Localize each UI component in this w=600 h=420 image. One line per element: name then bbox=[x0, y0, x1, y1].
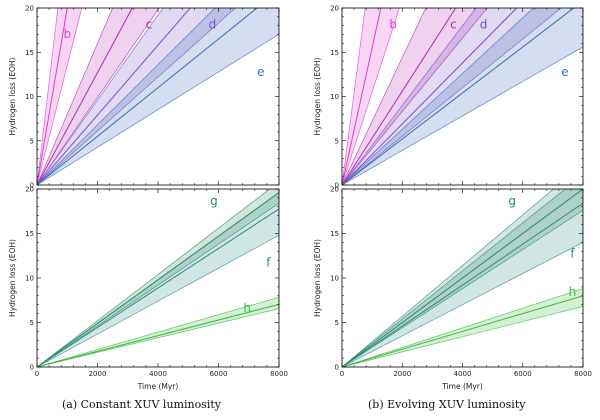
line-d bbox=[37, 8, 191, 185]
planet-label-e: e bbox=[257, 65, 264, 79]
y-axis-label: Hydrogen loss (EOH) bbox=[8, 239, 17, 317]
ytick-label: 15 bbox=[25, 230, 34, 238]
xtick-label: 6000 bbox=[210, 370, 228, 378]
planet-label-h: h bbox=[243, 301, 251, 315]
panel-constant-bottom: 0 5 10 15 20 0 2000 4000 6000 8000 Hydrogen loss (… bbox=[8, 186, 288, 392]
xtick-label: 8000 bbox=[574, 370, 592, 378]
planet-label-f: f bbox=[266, 255, 271, 269]
y-axis-label: Hydrogen loss (EOH) bbox=[313, 239, 322, 317]
planet-label-e: e bbox=[561, 65, 568, 79]
band-b bbox=[37, 8, 83, 185]
ytick-label: 5 bbox=[30, 319, 34, 327]
ytick-label: 20 bbox=[330, 186, 339, 194]
xtick-label: 0 bbox=[35, 370, 39, 378]
line-f bbox=[342, 202, 583, 367]
ytick-label: 15 bbox=[25, 49, 34, 57]
planet-label-c: c bbox=[450, 17, 457, 31]
ytick-label: 0 bbox=[30, 364, 34, 372]
band-h bbox=[342, 288, 583, 367]
line-h bbox=[342, 295, 583, 367]
ytick-label: 10 bbox=[330, 275, 339, 283]
panel-evolving-bottom: 0 5 10 15 20 0 2000 4000 6000 8000 Hydrogen loss (… bbox=[313, 186, 592, 392]
ytick-label: 20 bbox=[330, 5, 339, 13]
ytick-label: 10 bbox=[330, 93, 339, 101]
ytick-label: 15 bbox=[330, 49, 339, 57]
plot-area bbox=[342, 189, 583, 367]
planet-label-h: h bbox=[569, 285, 577, 299]
panel-constant-top: 0 5 10 15 20 Hydrogen loss (EOH) b c d e bbox=[8, 5, 280, 190]
line-h bbox=[37, 303, 279, 367]
band-g bbox=[37, 189, 279, 367]
xtick-label: 8000 bbox=[270, 370, 288, 378]
y-axis-label: Hydrogen loss (EOH) bbox=[8, 57, 17, 135]
ytick-label: 10 bbox=[25, 275, 34, 283]
ytick-label: 0 bbox=[30, 182, 34, 190]
band-f bbox=[342, 189, 583, 367]
band-f bbox=[37, 192, 279, 367]
xtick-label: 6000 bbox=[514, 370, 532, 378]
line-d bbox=[342, 8, 518, 185]
planet-label-b: b bbox=[389, 17, 397, 31]
band-b bbox=[342, 8, 400, 185]
planet-label-f: f bbox=[570, 247, 575, 261]
ytick-label: 15 bbox=[330, 230, 339, 238]
ytick-label: 5 bbox=[335, 137, 339, 145]
ytick-label: 0 bbox=[335, 182, 339, 190]
planet-label-d: d bbox=[480, 17, 488, 31]
ytick-label: 20 bbox=[25, 186, 34, 194]
caption-evolving-xuv: (b) Evolving XUV luminosity bbox=[368, 398, 526, 411]
y-axis-label: Hydrogen loss (EOH) bbox=[313, 57, 322, 135]
ytick-label: 10 bbox=[25, 93, 34, 101]
planet-label-g: g bbox=[508, 194, 516, 208]
xtick-label: 2000 bbox=[89, 370, 107, 378]
ytick-label: 5 bbox=[335, 319, 339, 327]
band-d bbox=[37, 8, 236, 185]
plot-area bbox=[37, 8, 279, 185]
line-g bbox=[342, 189, 583, 367]
band-h bbox=[37, 296, 279, 367]
panel-evolving-top: 0 5 10 15 20 Hydrogen loss (EOH) b c d e bbox=[313, 5, 584, 190]
band-c bbox=[342, 8, 488, 185]
band-e bbox=[342, 8, 583, 185]
line-e bbox=[342, 8, 575, 185]
ytick-label: 5 bbox=[30, 137, 34, 145]
planet-label-b: b bbox=[63, 27, 71, 41]
line-c bbox=[37, 8, 133, 185]
band-d bbox=[342, 8, 562, 185]
x-axis-label: Time (Myr) bbox=[137, 382, 179, 391]
line-f bbox=[37, 208, 279, 367]
ytick-label: 20 bbox=[25, 5, 34, 13]
xtick-label: 2000 bbox=[393, 370, 411, 378]
plot-area bbox=[342, 8, 583, 185]
caption-constant-xuv: (a) Constant XUV luminosity bbox=[62, 398, 221, 411]
xtick-label: 0 bbox=[340, 370, 344, 378]
band-e bbox=[37, 8, 279, 185]
line-c bbox=[342, 8, 457, 185]
planet-label-d: d bbox=[209, 17, 217, 31]
ytick-label: 0 bbox=[335, 364, 339, 372]
planet-label-g: g bbox=[210, 194, 218, 208]
x-axis-label: Time (Myr) bbox=[441, 382, 483, 391]
plot-area bbox=[37, 189, 279, 367]
xtick-label: 4000 bbox=[149, 370, 167, 378]
line-e bbox=[37, 8, 258, 185]
planet-label-c: c bbox=[146, 17, 153, 31]
xtick-label: 4000 bbox=[454, 370, 472, 378]
